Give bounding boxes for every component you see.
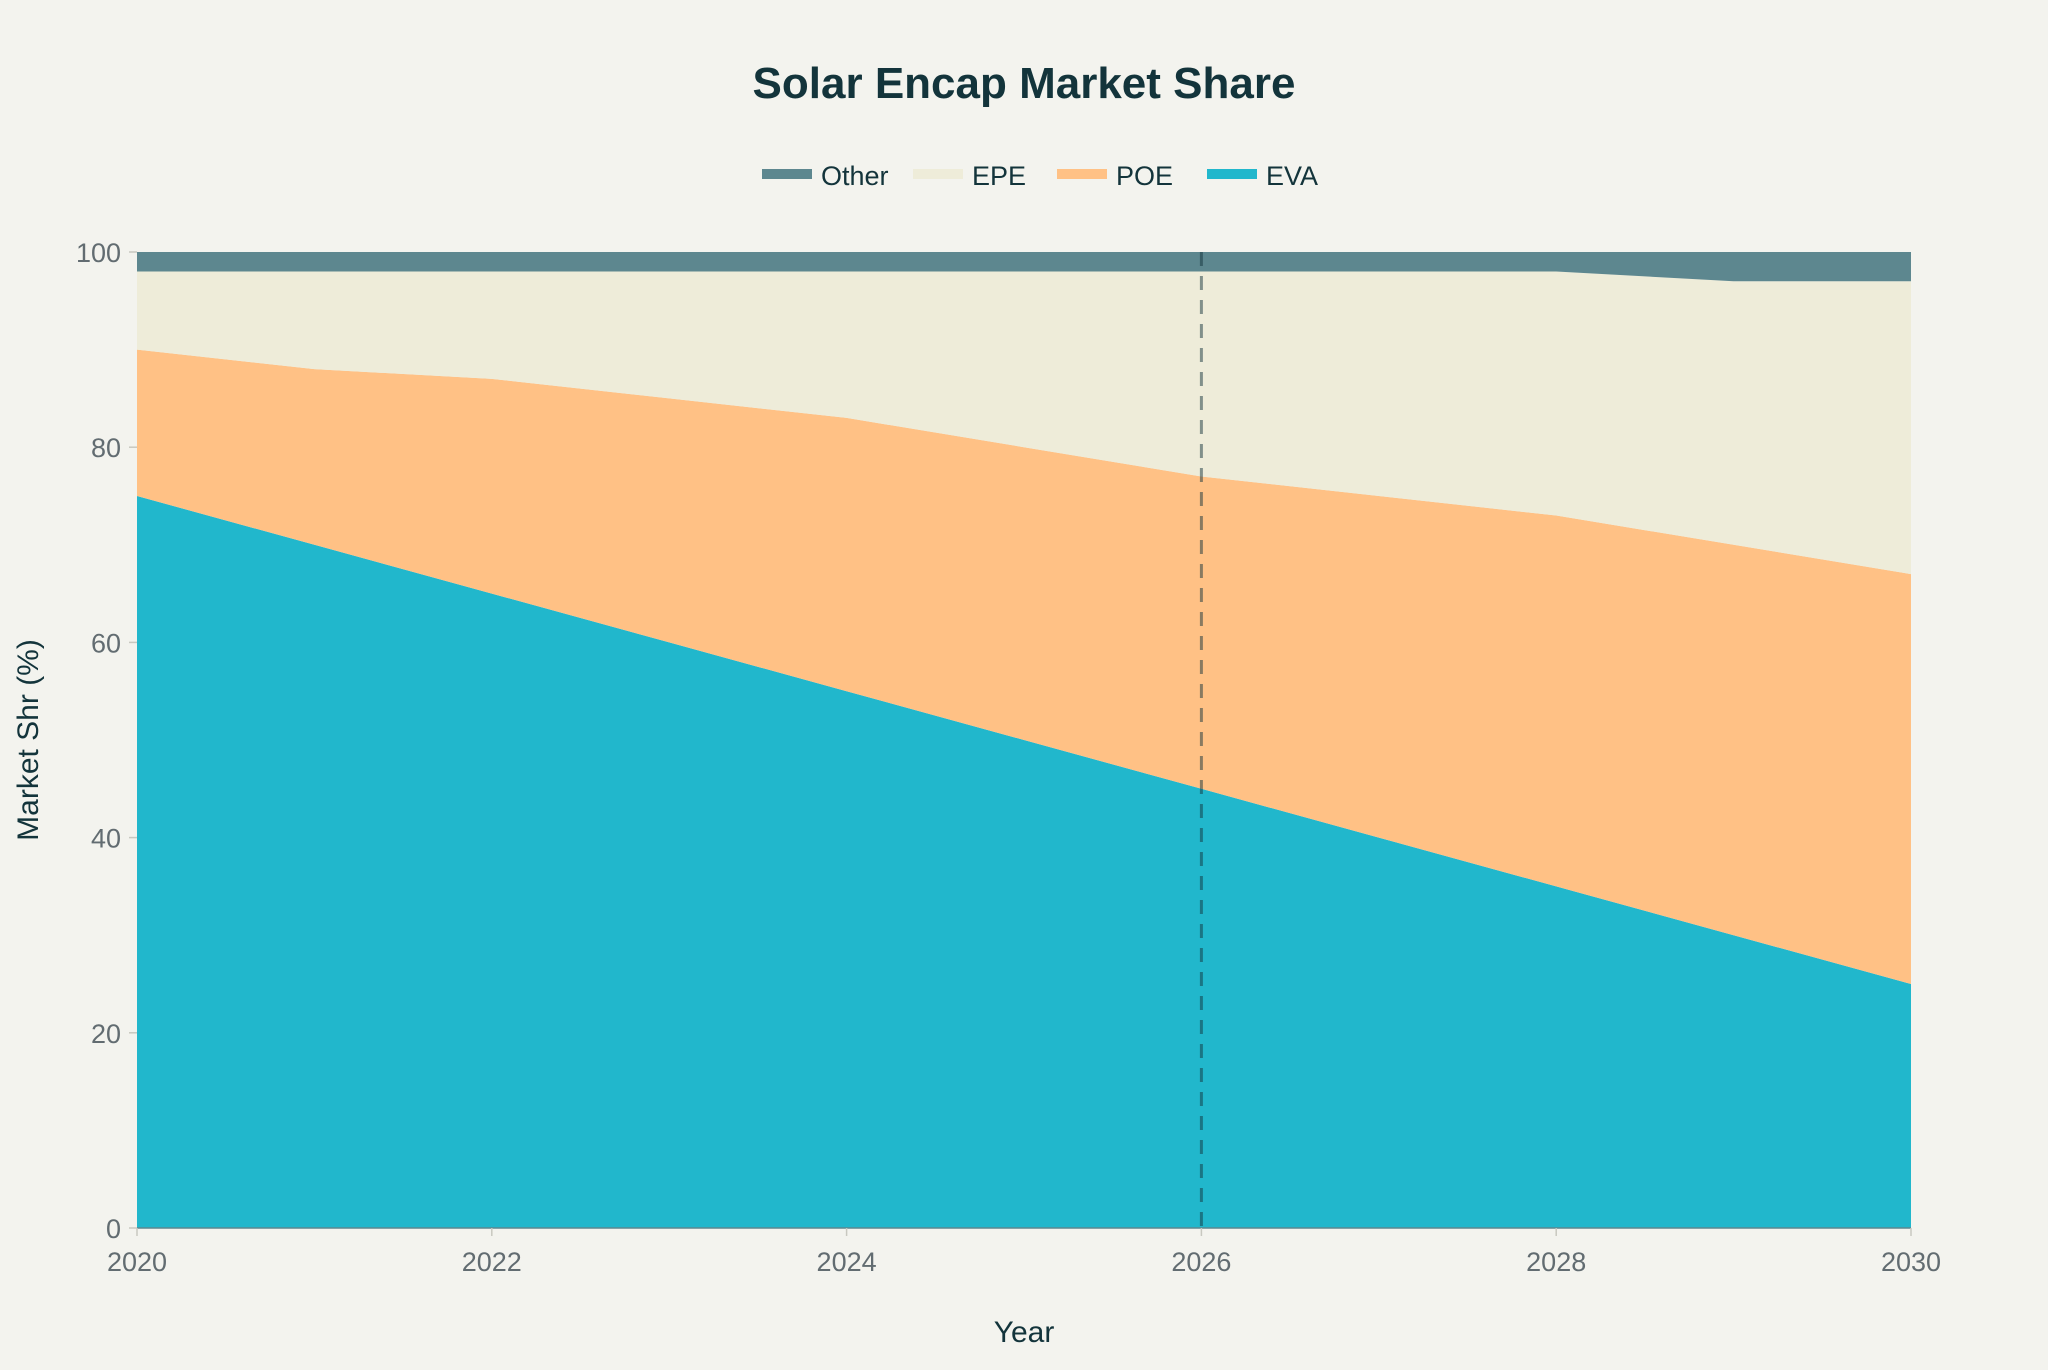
y-tick-label: 80 <box>91 433 121 463</box>
x-tick-label: 2028 <box>1526 1247 1586 1277</box>
legend-label: EPE <box>972 161 1026 191</box>
legend: Other EPE POE EVA <box>762 161 1318 191</box>
legend-item-poe[interactable]: POE <box>1057 161 1173 191</box>
area-epe <box>137 271 1911 575</box>
legend-label: Other <box>821 161 889 191</box>
legend-item-epe[interactable]: EPE <box>913 161 1026 191</box>
legend-label: POE <box>1116 161 1173 191</box>
legend-swatch <box>1207 169 1257 179</box>
x-tick-label: 2020 <box>107 1247 167 1277</box>
y-tick-label: 60 <box>91 628 121 658</box>
area-eva <box>137 496 1911 1228</box>
x-tick-label: 2026 <box>1171 1247 1231 1277</box>
x-tick-label: 2024 <box>817 1247 877 1277</box>
axes: 0 20 40 60 80 100 2020 2022 2024 2026 2028 2030 <box>76 238 1941 1277</box>
legend-label: EVA <box>1266 161 1318 191</box>
chart-title: Solar Encap Market Share <box>753 59 1296 108</box>
area-poe <box>137 349 1911 985</box>
y-tick-label: 20 <box>91 1019 121 1049</box>
plot-area <box>137 252 1911 1228</box>
x-tick-label: 2030 <box>1881 1247 1941 1277</box>
x-tick-label: 2022 <box>462 1247 522 1277</box>
y-axis-title: Market Shr (%) <box>12 639 45 841</box>
legend-swatch <box>913 169 963 179</box>
y-tick-label: 40 <box>91 824 121 854</box>
x-axis-title: Year <box>994 1316 1055 1349</box>
y-tick-label: 100 <box>76 238 121 268</box>
area-other <box>137 252 1911 282</box>
legend-item-other[interactable]: Other <box>762 161 889 191</box>
legend-swatch <box>1057 169 1107 179</box>
y-tick-label: 0 <box>106 1214 121 1244</box>
legend-item-eva[interactable]: EVA <box>1207 161 1318 191</box>
legend-swatch <box>762 169 812 179</box>
